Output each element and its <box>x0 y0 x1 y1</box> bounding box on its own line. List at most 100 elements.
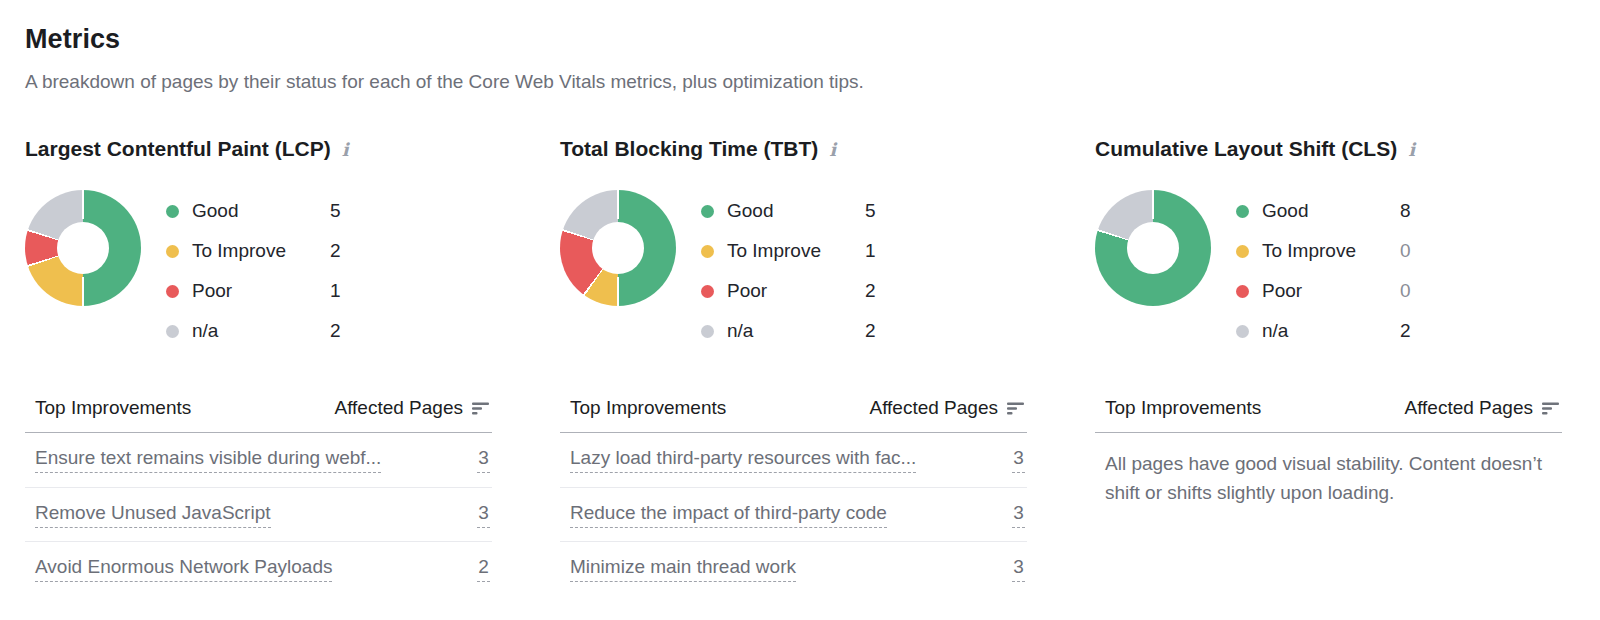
sort-descending-icon <box>1542 402 1560 415</box>
legend-value: 8 <box>1400 200 1411 222</box>
donut-hole <box>1127 222 1179 274</box>
legend-row-na: n/a 2 <box>701 311 876 351</box>
to-improve-dot-icon <box>701 245 714 258</box>
affected-pages-count[interactable]: 3 <box>1012 502 1025 528</box>
affected-pages-header: Affected Pages <box>334 397 463 419</box>
legend-value: 1 <box>865 240 876 262</box>
improvements-table-header: Top Improvements Affected Pages <box>25 397 492 433</box>
improvement-link[interactable]: Avoid Enormous Network Payloads <box>35 556 332 582</box>
legend-row-poor: Poor 2 <box>701 271 876 311</box>
good-dot-icon <box>1236 205 1249 218</box>
legend-row-poor: Poor 1 <box>166 271 341 311</box>
legend-label: To Improve <box>727 240 865 262</box>
legend-label: n/a <box>727 320 865 342</box>
donut-legend: Good 8 To Improve 0 Poor 0 n/a 2 <box>1236 190 1411 351</box>
legend-row-good: Good 5 <box>166 191 341 231</box>
legend-label: Poor <box>1262 280 1400 302</box>
legend-value: 1 <box>330 280 341 302</box>
page-title: Metrics <box>25 24 1600 55</box>
metric-title-text: Cumulative Layout Shift (CLS) <box>1095 137 1397 161</box>
affected-pages-sort[interactable]: Affected Pages <box>869 397 1025 419</box>
good-dot-icon <box>166 205 179 218</box>
chart-row: Good 5 To Improve 2 Poor 1 n/a 2 <box>25 190 492 351</box>
improvements-table-header: Top Improvements Affected Pages <box>560 397 1027 433</box>
legend-value: 5 <box>330 200 341 222</box>
improvement-link[interactable]: Reduce the impact of third-party code <box>570 502 887 528</box>
legend-label: n/a <box>192 320 330 342</box>
metric-column-tbt: Total Blocking Time (TBT) i Good 5 To Im… <box>560 137 1027 595</box>
legend-value: 2 <box>330 320 341 342</box>
tbt-donut-chart[interactable] <box>560 190 676 306</box>
legend-value: 2 <box>865 320 876 342</box>
improvements-table: Top Improvements Affected Pages Ensure t… <box>25 397 492 595</box>
legend-value: 2 <box>865 280 876 302</box>
poor-dot-icon <box>1236 285 1249 298</box>
affected-pages-count[interactable]: 3 <box>1012 556 1025 582</box>
improvement-link[interactable]: Lazy load third-party resources with fac… <box>570 447 916 473</box>
to-improve-dot-icon <box>1236 245 1249 258</box>
affected-pages-count[interactable]: 3 <box>477 502 490 528</box>
na-dot-icon <box>1236 325 1249 338</box>
chart-row: Good 5 To Improve 1 Poor 2 n/a 2 <box>560 190 1027 351</box>
affected-pages-count[interactable]: 3 <box>1012 447 1025 473</box>
cls-donut-chart[interactable] <box>1095 190 1211 306</box>
improvements-table: Top Improvements Affected Pages Lazy loa… <box>560 397 1027 595</box>
donut-legend: Good 5 To Improve 2 Poor 1 n/a 2 <box>166 190 341 351</box>
improvements-table: Top Improvements Affected Pages All page… <box>1095 397 1562 507</box>
info-icon[interactable]: i <box>829 139 836 159</box>
legend-label: To Improve <box>192 240 330 262</box>
improvements-table-header: Top Improvements Affected Pages <box>1095 397 1562 433</box>
legend-value: 5 <box>865 200 876 222</box>
legend-row-to-improve: To Improve 1 <box>701 231 876 271</box>
donut-hole <box>592 222 644 274</box>
legend-row-na: n/a 2 <box>166 311 341 351</box>
affected-pages-count[interactable]: 3 <box>477 447 490 473</box>
table-row: Remove Unused JavaScript 3 <box>25 487 492 541</box>
top-improvements-header: Top Improvements <box>570 397 726 419</box>
info-icon[interactable]: i <box>342 139 349 159</box>
legend-value: 0 <box>1400 240 1411 262</box>
donut-legend: Good 5 To Improve 1 Poor 2 n/a 2 <box>701 190 876 351</box>
legend-value: 2 <box>330 240 341 262</box>
legend-row-good: Good 5 <box>701 191 876 231</box>
lcp-donut-chart[interactable] <box>25 190 141 306</box>
legend-label: Poor <box>727 280 865 302</box>
legend-row-good: Good 8 <box>1236 191 1411 231</box>
legend-row-poor: Poor 0 <box>1236 271 1411 311</box>
improvement-link[interactable]: Minimize main thread work <box>570 556 796 582</box>
legend-value: 0 <box>1400 280 1411 302</box>
affected-pages-sort[interactable]: Affected Pages <box>1404 397 1560 419</box>
info-icon[interactable]: i <box>1408 139 1415 159</box>
table-row: Lazy load third-party resources with fac… <box>560 433 1027 487</box>
improvement-link[interactable]: Remove Unused JavaScript <box>35 502 271 528</box>
sort-descending-icon <box>472 402 490 415</box>
top-improvements-header: Top Improvements <box>35 397 191 419</box>
affected-pages-count[interactable]: 2 <box>477 556 490 582</box>
poor-dot-icon <box>701 285 714 298</box>
top-improvements-header: Top Improvements <box>1105 397 1261 419</box>
table-row: Reduce the impact of third-party code 3 <box>560 487 1027 541</box>
na-dot-icon <box>701 325 714 338</box>
improvement-link[interactable]: Ensure text remains visible during webf.… <box>35 447 381 473</box>
metric-title-cls: Cumulative Layout Shift (CLS) i <box>1095 137 1562 161</box>
table-row: Minimize main thread work 3 <box>560 541 1027 595</box>
page-subtitle: A breakdown of pages by their status for… <box>25 71 1600 93</box>
na-dot-icon <box>166 325 179 338</box>
affected-pages-header: Affected Pages <box>1404 397 1533 419</box>
metric-title-lcp: Largest Contentful Paint (LCP) i <box>25 137 492 161</box>
table-row: Ensure text remains visible during webf.… <box>25 433 492 487</box>
poor-dot-icon <box>166 285 179 298</box>
good-dot-icon <box>701 205 714 218</box>
legend-label: Good <box>192 200 330 222</box>
metric-column-cls: Cumulative Layout Shift (CLS) i Good 8 T… <box>1095 137 1562 595</box>
affected-pages-header: Affected Pages <box>869 397 998 419</box>
metric-title-tbt: Total Blocking Time (TBT) i <box>560 137 1027 161</box>
affected-pages-sort[interactable]: Affected Pages <box>334 397 490 419</box>
metric-column-lcp: Largest Contentful Paint (LCP) i Good 5 … <box>25 137 492 595</box>
to-improve-dot-icon <box>166 245 179 258</box>
legend-label: Good <box>1262 200 1400 222</box>
table-row: Avoid Enormous Network Payloads 2 <box>25 541 492 595</box>
legend-row-to-improve: To Improve 0 <box>1236 231 1411 271</box>
metric-title-text: Largest Contentful Paint (LCP) <box>25 137 331 161</box>
legend-label: Good <box>727 200 865 222</box>
